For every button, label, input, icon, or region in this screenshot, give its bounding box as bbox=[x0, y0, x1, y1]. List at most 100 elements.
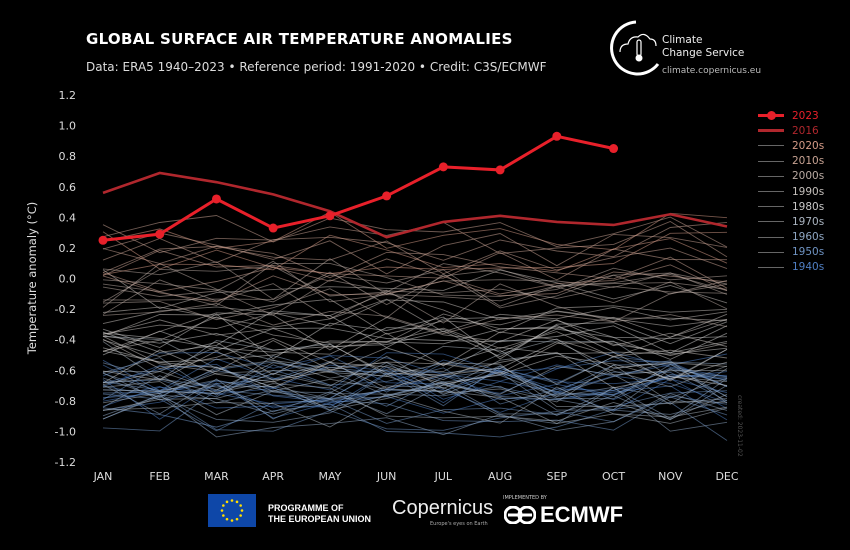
legend-item-1990s: 1990s bbox=[758, 184, 824, 199]
eu-star bbox=[222, 504, 225, 507]
x-tick-label: MAR bbox=[204, 470, 229, 483]
created-date: created: 2023-11-02 bbox=[736, 395, 743, 457]
legend-label: 2020s bbox=[792, 139, 825, 152]
legend-label: 1970s bbox=[792, 215, 825, 228]
year-line-2004 bbox=[102, 279, 728, 316]
copernicus-tagline: Europe's eyes on Earth bbox=[430, 521, 488, 527]
point-2023-JUN bbox=[382, 191, 392, 201]
chart-title: GLOBAL SURFACE AIR TEMPERATURE ANOMALIES bbox=[86, 30, 513, 48]
legend: 2023 2016 2020s 2010s 2000s 1990s 1980s 1970s 19… bbox=[758, 108, 824, 275]
point-2023-APR bbox=[268, 223, 278, 233]
implemented-by: IMPLEMENTED BY bbox=[503, 495, 547, 501]
legend-item-2016: 2016 bbox=[758, 123, 824, 138]
series-line-2016 bbox=[102, 171, 728, 239]
legend-item-2010s: 2010s bbox=[758, 154, 824, 169]
year-line-1958 bbox=[102, 361, 728, 398]
year-line-2007 bbox=[102, 260, 728, 303]
year-line-1955 bbox=[102, 393, 728, 432]
year-line-1970 bbox=[102, 362, 728, 403]
x-tick-label: MAY bbox=[318, 470, 341, 483]
point-2023-SEP bbox=[552, 131, 562, 141]
y-tick-label: 1.0 bbox=[59, 120, 77, 133]
year-line-1992 bbox=[102, 335, 728, 374]
year-line-2001 bbox=[102, 273, 728, 321]
y-tick-label: -0.4 bbox=[55, 334, 76, 347]
y-tick-label: -0.2 bbox=[55, 303, 76, 316]
year-line-1985 bbox=[102, 347, 728, 388]
legend-item-1980s: 1980s bbox=[758, 199, 824, 214]
year-line-1986 bbox=[102, 339, 728, 376]
c3s-name-line2: Change Service bbox=[662, 47, 745, 59]
x-tick-label: AUG bbox=[488, 470, 512, 483]
eu-line2: THE EUROPEAN UNION bbox=[268, 514, 372, 524]
chart-subtitle: Data: ERA5 1940–2023 • Reference period:… bbox=[86, 60, 547, 74]
y-tick-label: 0.8 bbox=[59, 150, 77, 163]
eu-star bbox=[239, 514, 242, 517]
legend-label: 1980s bbox=[792, 200, 825, 213]
legend-swatch bbox=[758, 266, 784, 268]
point-2023-AUG bbox=[495, 165, 505, 175]
year-line-1998 bbox=[102, 269, 728, 309]
legend-item-2023: 2023 bbox=[758, 108, 824, 123]
legend-label: 2000s bbox=[792, 170, 825, 183]
legend-item-2020s: 2020s bbox=[758, 138, 824, 153]
x-tick-label: DEC bbox=[715, 470, 738, 483]
y-tick-label: -1.2 bbox=[55, 456, 76, 469]
background-year-lines bbox=[102, 211, 728, 441]
y-tick-label: 1.2 bbox=[59, 89, 77, 102]
x-tick-label: JUL bbox=[434, 470, 453, 483]
year-line-2022 bbox=[102, 231, 728, 275]
legend-label: 2010s bbox=[792, 155, 825, 168]
y-axis-label: Temperature anomaly (°C) bbox=[25, 202, 39, 356]
year-line-1993 bbox=[102, 331, 728, 370]
y-tick-label: -0.8 bbox=[55, 395, 76, 408]
year-line-1976 bbox=[102, 386, 728, 428]
legend-label: 1940s bbox=[792, 261, 825, 274]
year-line-1945 bbox=[102, 363, 728, 403]
eu-programme-text: PROGRAMME OF THE EUROPEAN UNION bbox=[268, 503, 371, 525]
eu-flag-icon bbox=[208, 494, 256, 527]
year-line-2002 bbox=[102, 269, 728, 307]
legend-label: 2016 bbox=[792, 124, 819, 137]
year-line-2006 bbox=[102, 262, 728, 306]
year-line-1996 bbox=[102, 313, 728, 358]
point-2023-FEB bbox=[155, 229, 165, 239]
year-line-2012 bbox=[102, 258, 728, 295]
legend-swatch bbox=[758, 145, 784, 147]
c3s-name: Climate Change Service bbox=[662, 34, 744, 60]
y-tick-label: 0.4 bbox=[59, 211, 77, 224]
ecmwf-logo-icon bbox=[504, 506, 536, 524]
legend-swatch bbox=[758, 175, 784, 177]
year-line-1963 bbox=[102, 360, 728, 404]
point-2023-OCT bbox=[609, 144, 619, 154]
eu-star bbox=[222, 514, 225, 517]
year-line-1978 bbox=[102, 352, 728, 395]
year-line-1968 bbox=[102, 378, 728, 420]
year-line-2003 bbox=[102, 263, 728, 310]
year-line-2021 bbox=[102, 234, 728, 276]
x-tick-label: JUN bbox=[376, 470, 397, 483]
eu-star bbox=[230, 519, 234, 522]
year-line-2015 bbox=[102, 221, 728, 264]
legend-item-2000s: 2000s bbox=[758, 169, 824, 184]
year-line-1991 bbox=[102, 312, 728, 353]
x-tick-label: OCT bbox=[602, 470, 625, 483]
x-tick-label: JAN bbox=[93, 470, 113, 483]
legend-swatch bbox=[758, 251, 784, 253]
legend-swatch bbox=[758, 160, 784, 162]
year-line-2010 bbox=[102, 245, 728, 289]
year-line-1956 bbox=[102, 401, 728, 441]
year-line-1990 bbox=[102, 298, 728, 337]
x-tick-label: FEB bbox=[149, 470, 170, 483]
c3s-name-line1: Climate bbox=[662, 34, 703, 46]
eu-star bbox=[220, 509, 224, 512]
year-line-2020 bbox=[102, 211, 728, 251]
point-2023-JUL bbox=[438, 162, 448, 172]
eu-star bbox=[230, 499, 234, 502]
year-line-2000 bbox=[102, 303, 728, 335]
legend-label: 1960s bbox=[792, 231, 825, 244]
year-line-1965 bbox=[102, 385, 728, 432]
c3s-logo-icon bbox=[610, 20, 660, 76]
year-line-2014 bbox=[102, 240, 728, 275]
y-tick-label: -1.0 bbox=[55, 425, 76, 438]
